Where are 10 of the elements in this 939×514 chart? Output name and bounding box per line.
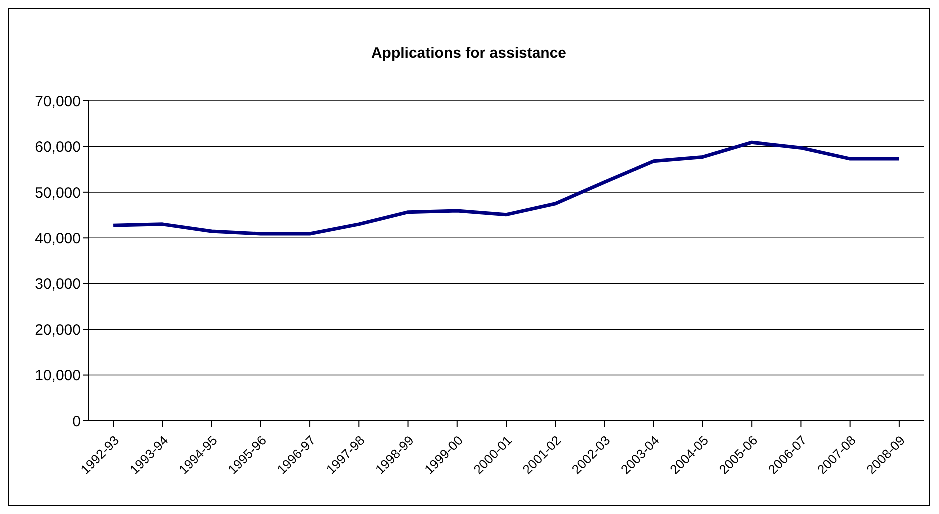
y-tick-label: 20,000 xyxy=(35,322,81,339)
y-tick-label: 10,000 xyxy=(35,368,81,385)
chart-title: Applications for assistance xyxy=(370,45,568,62)
y-tick-label: 0 xyxy=(72,413,81,430)
y-tick-label: 50,000 xyxy=(35,184,81,202)
y-tick-label: 30,000 xyxy=(35,276,81,294)
y-tick-label: 40,000 xyxy=(35,230,81,248)
y-tick-label: 60,000 xyxy=(35,139,81,156)
line-series xyxy=(112,140,902,236)
y-tick-label: 70,000 xyxy=(35,93,81,110)
